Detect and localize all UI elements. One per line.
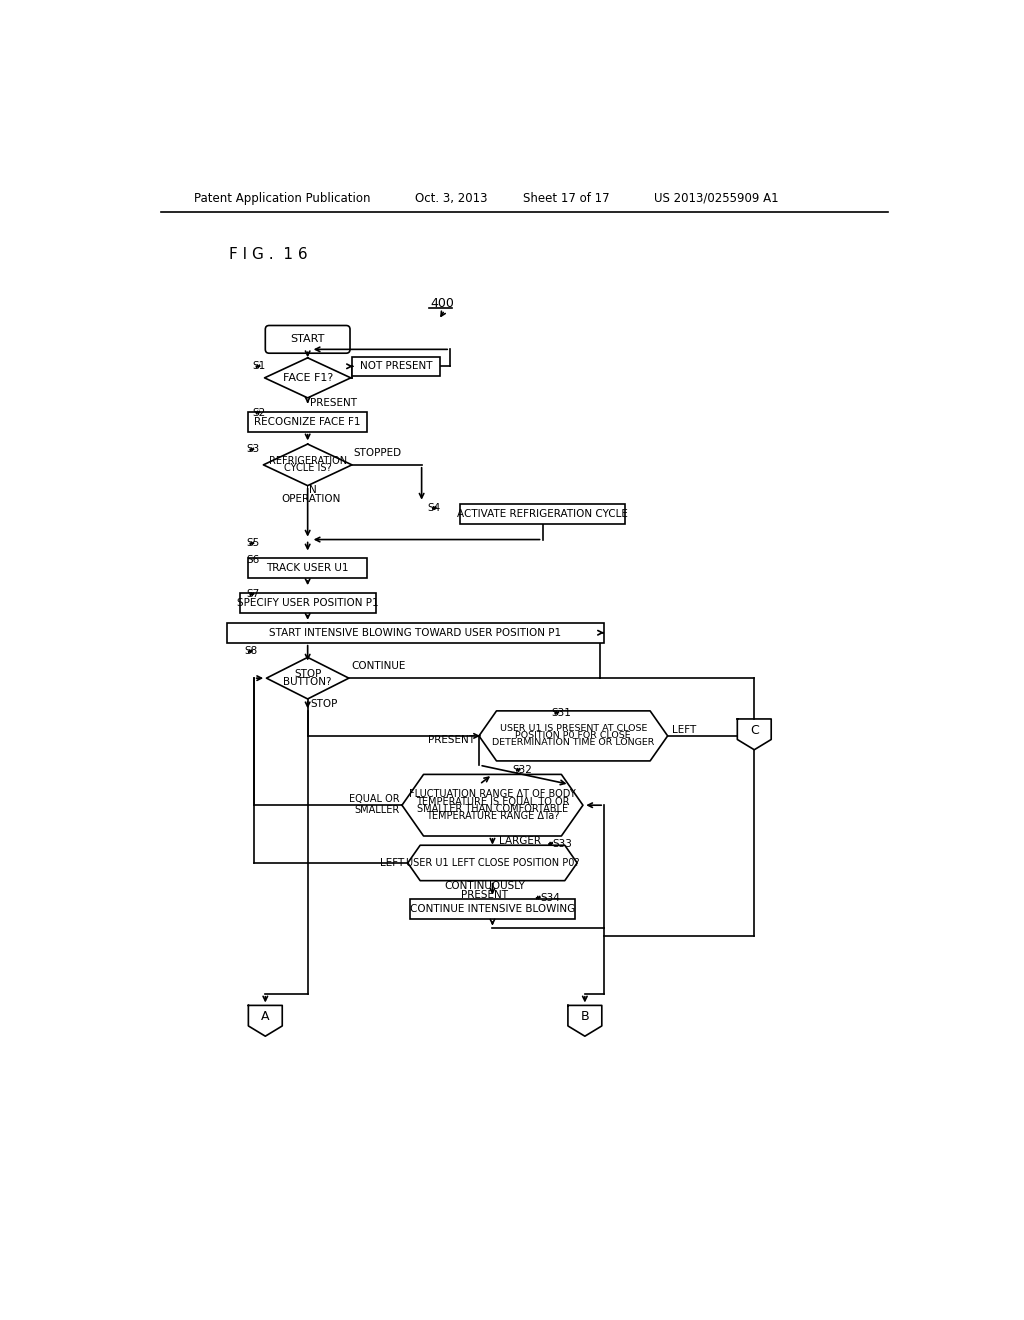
Polygon shape [249,1006,283,1036]
Text: START INTENSIVE BLOWING TOWARD USER POSITION P1: START INTENSIVE BLOWING TOWARD USER POSI… [269,628,561,638]
Polygon shape [408,845,578,880]
Text: S34: S34 [541,892,560,903]
Text: CONTINUE INTENSIVE BLOWING: CONTINUE INTENSIVE BLOWING [410,904,575,915]
Text: REFRIGERATION: REFRIGERATION [268,457,347,466]
Text: S31: S31 [551,708,570,718]
Text: CONTINUOUSLY: CONTINUOUSLY [444,880,525,891]
Polygon shape [264,358,351,397]
Bar [226,623,604,643]
Text: C: C [750,723,759,737]
Text: SMALLER: SMALLER [354,805,400,814]
Text: S6: S6 [246,554,259,565]
Text: FLUCTUATION RANGE ΔT OF BODY: FLUCTUATION RANGE ΔT OF BODY [409,789,575,800]
Bar [410,899,575,919]
Text: US 2013/0255909 A1: US 2013/0255909 A1 [654,191,779,205]
Polygon shape [568,1006,602,1036]
Text: LEFT: LEFT [381,858,404,869]
Text: Patent Application Publication: Patent Application Publication [194,191,371,205]
Text: PRESENT: PRESENT [461,890,508,900]
Text: SMALLER THAN COMFORTABLE: SMALLER THAN COMFORTABLE [417,804,568,814]
Text: DETERMINATION TIME OR LONGER: DETERMINATION TIME OR LONGER [493,738,654,747]
Text: IN: IN [306,486,316,495]
Polygon shape [479,711,668,760]
Polygon shape [263,444,352,486]
Text: BUTTON?: BUTTON? [284,677,332,686]
Text: S4: S4 [428,503,441,513]
Text: USER U1 IS PRESENT AT CLOSE: USER U1 IS PRESENT AT CLOSE [500,725,647,734]
Text: S2: S2 [252,408,265,417]
Text: S3: S3 [246,445,259,454]
Text: TEMPERATURE RANGE ΔTa?: TEMPERATURE RANGE ΔTa? [426,810,559,821]
Text: S5: S5 [246,539,259,548]
Text: SPECIFY USER POSITION P1: SPECIFY USER POSITION P1 [237,598,379,607]
Text: STOPPED: STOPPED [354,447,402,458]
Text: Sheet 17 of 17: Sheet 17 of 17 [523,191,610,205]
Text: RECOGNIZE FACE F1: RECOGNIZE FACE F1 [254,417,360,426]
Text: ACTIVATE REFRIGERATION CYCLE: ACTIVATE REFRIGERATION CYCLE [457,510,628,519]
Text: TRACK USER U1: TRACK USER U1 [266,564,349,573]
Polygon shape [737,719,771,750]
Text: EQUAL OR: EQUAL OR [349,795,400,804]
Text: S8: S8 [245,647,258,656]
Text: TEMPERATURE IS EQUAL TO OR: TEMPERATURE IS EQUAL TO OR [416,796,569,807]
Bar [240,593,376,612]
Text: USER U1 LEFT CLOSE POSITION P0?: USER U1 LEFT CLOSE POSITION P0? [406,858,580,869]
Bar [248,558,368,578]
Text: S1: S1 [252,362,265,371]
Bar [352,358,440,376]
Text: NOT PRESENT: NOT PRESENT [360,362,432,371]
Bar [248,412,368,432]
Text: PRESENT: PRESENT [310,399,357,408]
Text: 400: 400 [431,297,455,310]
Text: OPERATION: OPERATION [282,494,341,504]
Text: STOP: STOP [310,698,338,709]
Text: F I G .  1 6: F I G . 1 6 [229,247,308,263]
Text: Oct. 3, 2013: Oct. 3, 2013 [416,191,488,205]
Text: STOP: STOP [294,669,322,680]
Polygon shape [402,775,583,836]
Text: LEFT: LEFT [672,725,696,735]
Text: FACE F1?: FACE F1? [283,372,333,383]
Text: S33: S33 [553,838,572,849]
Text: CONTINUE: CONTINUE [351,661,406,671]
Text: PRESENT: PRESENT [428,735,475,744]
Text: LARGER: LARGER [499,836,541,846]
FancyBboxPatch shape [265,326,350,354]
Text: START: START [291,334,325,345]
Polygon shape [266,657,349,700]
Text: S32: S32 [512,764,532,775]
Text: CYCLE IS?: CYCLE IS? [284,463,332,474]
Text: S7: S7 [246,589,259,599]
Text: POSITION P0 FOR CLOSE: POSITION P0 FOR CLOSE [515,731,631,741]
Text: B: B [581,1010,589,1023]
Bar [460,504,626,524]
Text: A: A [261,1010,269,1023]
